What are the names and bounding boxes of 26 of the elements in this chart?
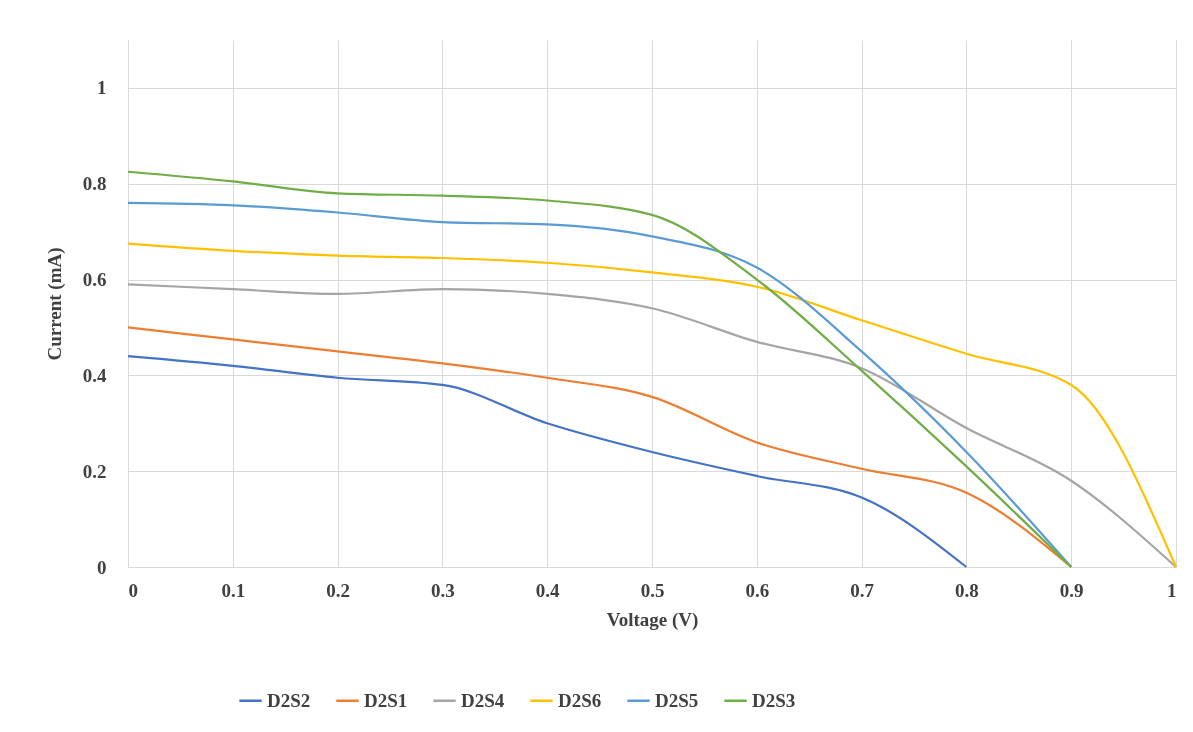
x-tick-label: 0.1 bbox=[221, 579, 246, 601]
x-tick-label: 0.7 bbox=[850, 579, 875, 601]
y-axis-title: Current (mA) bbox=[43, 247, 66, 361]
line-series bbox=[126, 355, 968, 569]
x-tick-label: 0.9 bbox=[1059, 579, 1084, 601]
y-tick-label: 0.4 bbox=[82, 364, 107, 386]
x-tick-label: 0.2 bbox=[326, 579, 350, 601]
legend-label: D2S6 bbox=[558, 689, 602, 711]
y-tick-label: 0 bbox=[97, 556, 107, 578]
y-tick-label: 0.6 bbox=[82, 269, 107, 291]
y-tick-label: 0.2 bbox=[82, 460, 107, 482]
y-tick-label: 0.8 bbox=[82, 173, 107, 195]
legend-label: D2S5 bbox=[655, 689, 699, 711]
legend-label: D2S3 bbox=[752, 689, 796, 711]
x-axis-title: Voltage (V) bbox=[606, 608, 699, 631]
x-tick-label: 1 bbox=[1167, 579, 1177, 601]
x-tick-label: 0.8 bbox=[955, 579, 979, 601]
x-tick-label: 0.6 bbox=[745, 579, 770, 601]
x-tick-label: 0 bbox=[128, 579, 138, 601]
legend-label: D2S2 bbox=[267, 689, 311, 711]
x-tick-label: 0.4 bbox=[535, 579, 561, 601]
y-tick-label: 1 bbox=[97, 77, 107, 99]
x-tick-label: 0.5 bbox=[640, 579, 665, 601]
legend-label: D2S4 bbox=[461, 689, 505, 711]
legend-label: D2S1 bbox=[364, 689, 408, 711]
x-tick-label: 0.3 bbox=[431, 579, 455, 601]
